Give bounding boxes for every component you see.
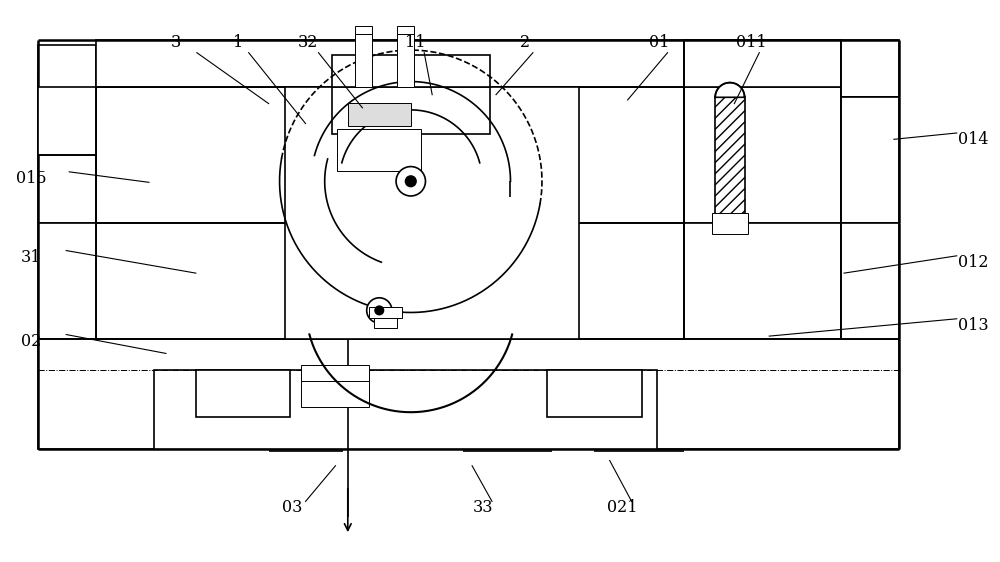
Bar	[355, 34, 372, 87]
Text: 32: 32	[297, 34, 318, 51]
Text: 013: 013	[958, 317, 989, 334]
Polygon shape	[715, 83, 745, 97]
Bar	[684, 223, 841, 339]
Bar	[841, 97, 899, 223]
Circle shape	[375, 306, 383, 315]
Bar	[374, 316, 397, 328]
Bar	[332, 87, 490, 134]
Bar	[684, 87, 841, 223]
Text: 3: 3	[171, 34, 181, 51]
Bar	[332, 55, 490, 87]
Bar	[337, 129, 421, 171]
Bar	[301, 365, 369, 380]
Text: 1: 1	[233, 34, 243, 51]
Bar	[841, 223, 899, 339]
Bar	[547, 370, 642, 418]
Bar	[196, 370, 290, 418]
Bar	[38, 87, 96, 155]
Text: 02: 02	[21, 333, 41, 350]
Bar	[355, 26, 372, 34]
Text: 01: 01	[649, 34, 670, 51]
Bar	[712, 213, 748, 234]
Bar	[348, 102, 411, 126]
Bar	[96, 39, 684, 87]
Text: 31: 31	[21, 249, 42, 266]
Bar	[96, 87, 684, 223]
Text: 2: 2	[520, 34, 530, 51]
Text: 015: 015	[16, 170, 47, 187]
Bar	[96, 223, 684, 339]
Bar	[397, 34, 414, 87]
Bar	[841, 39, 899, 97]
Text: 011: 011	[736, 34, 767, 51]
Bar	[715, 97, 745, 218]
Bar	[397, 26, 414, 34]
Bar	[38, 71, 96, 223]
Bar	[154, 370, 657, 449]
Bar	[684, 39, 841, 87]
Text: 014: 014	[958, 131, 989, 148]
Bar	[38, 339, 899, 449]
Text: 012: 012	[958, 254, 989, 271]
Circle shape	[406, 176, 416, 187]
Circle shape	[396, 166, 425, 196]
Bar	[38, 45, 96, 113]
Bar	[369, 307, 402, 318]
Bar	[285, 87, 579, 339]
Text: 021: 021	[607, 499, 638, 516]
Text: 03: 03	[282, 499, 303, 516]
Bar	[301, 370, 369, 407]
Circle shape	[367, 298, 392, 323]
Text: 11: 11	[405, 34, 425, 51]
Bar	[38, 223, 96, 339]
Text: 33: 33	[473, 499, 493, 516]
